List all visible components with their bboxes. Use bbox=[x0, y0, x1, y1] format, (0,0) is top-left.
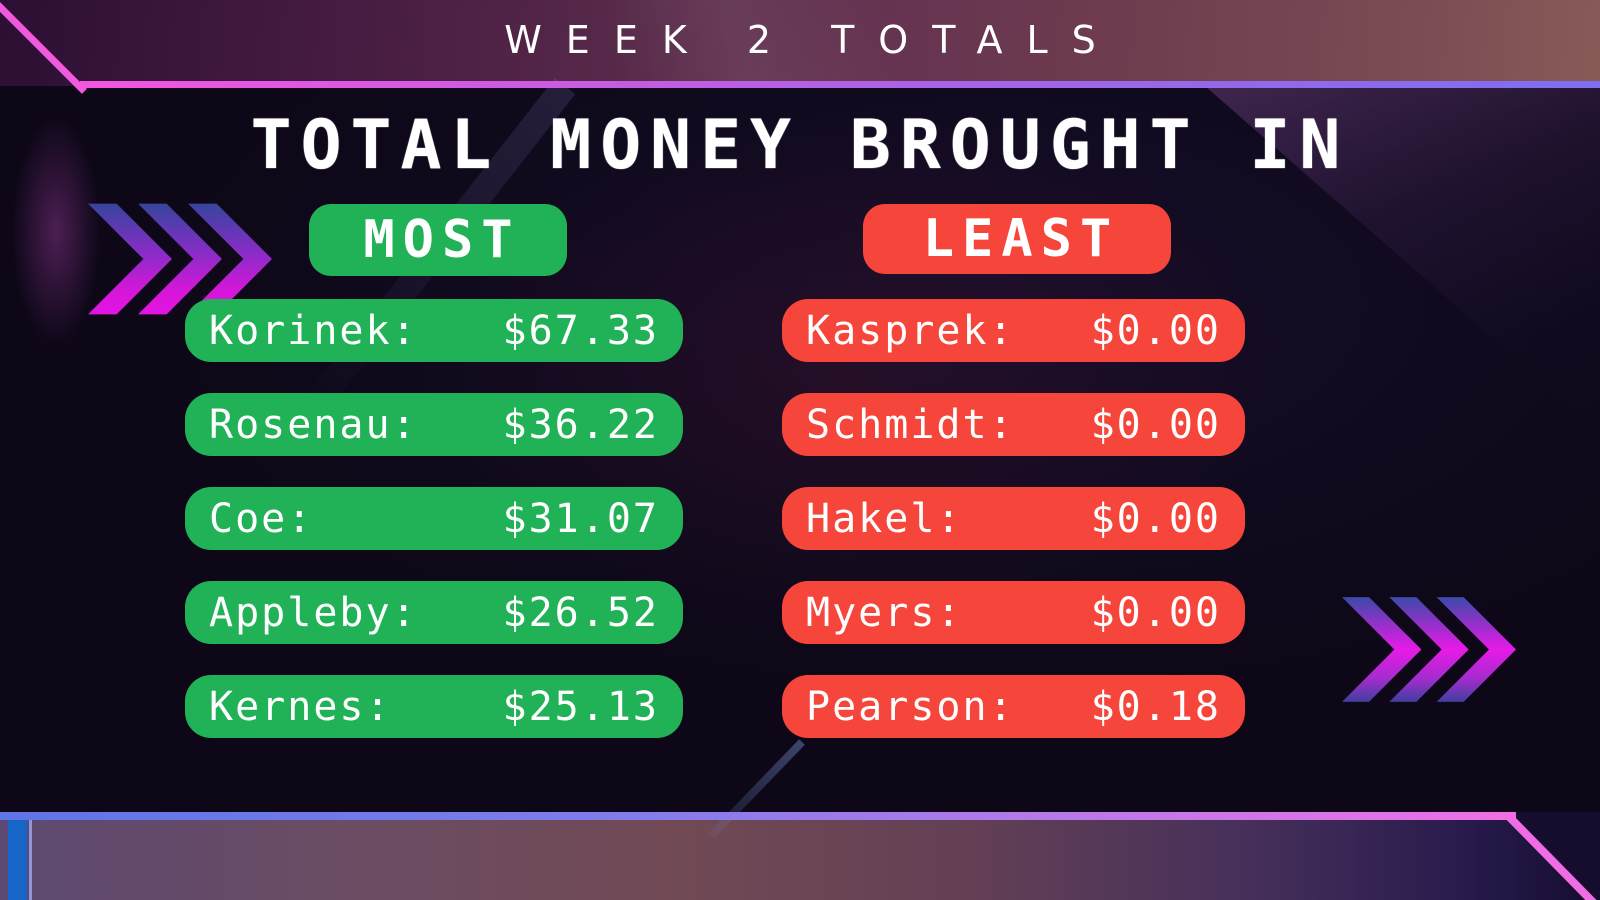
page-title: TOTAL MONEY BROUGHT IN bbox=[250, 106, 1350, 185]
amount-value: $25.13 bbox=[502, 683, 659, 730]
bottom-photo-band bbox=[0, 812, 1600, 900]
most-row: Coe: $31.07 bbox=[185, 487, 683, 550]
student-name: Pearson: bbox=[806, 683, 1015, 730]
amount-value: $36.22 bbox=[502, 401, 659, 448]
most-row: Appleby: $26.52 bbox=[185, 581, 683, 644]
amount-value: $0.00 bbox=[1090, 307, 1221, 354]
least-column-header-badge: LEAST bbox=[863, 204, 1171, 274]
student-name: Hakel: bbox=[806, 495, 963, 542]
student-name: Myers: bbox=[806, 589, 963, 636]
least-row: Pearson: $0.18 bbox=[782, 675, 1245, 738]
top-neon-border bbox=[80, 81, 1600, 88]
amount-value: $67.33 bbox=[502, 307, 659, 354]
student-name: Schmidt: bbox=[806, 401, 1015, 448]
triple-chevron-right-icon bbox=[88, 203, 272, 315]
bottom-left-accent-line bbox=[29, 820, 32, 900]
student-name: Kasprek: bbox=[806, 307, 1015, 354]
least-row: Schmidt: $0.00 bbox=[782, 393, 1245, 456]
amount-value: $0.18 bbox=[1090, 683, 1221, 730]
amount-value: $26.52 bbox=[502, 589, 659, 636]
amount-value: $0.00 bbox=[1090, 495, 1221, 542]
most-row: Korinek: $67.33 bbox=[185, 299, 683, 362]
student-name: Appleby: bbox=[209, 589, 418, 636]
amount-value: $0.00 bbox=[1090, 401, 1221, 448]
bottom-neon-border bbox=[0, 812, 1516, 820]
student-name: Rosenau: bbox=[209, 401, 418, 448]
amount-value: $0.00 bbox=[1090, 589, 1221, 636]
most-row: Rosenau: $36.22 bbox=[185, 393, 683, 456]
student-name: Kernes: bbox=[209, 683, 392, 730]
least-row: Myers: $0.00 bbox=[782, 581, 1245, 644]
amount-value: $31.07 bbox=[502, 495, 659, 542]
triple-chevron-right-icon bbox=[1342, 597, 1516, 702]
bottom-left-blue-bar bbox=[8, 820, 27, 900]
student-name: Coe: bbox=[209, 495, 314, 542]
top-photo-band bbox=[0, 0, 1600, 86]
most-column-header-badge: MOST bbox=[309, 204, 567, 276]
week-header: WEEK 2 TOTALS bbox=[504, 18, 1120, 62]
student-name: Korinek: bbox=[209, 307, 418, 354]
most-row: Kernes: $25.13 bbox=[185, 675, 683, 738]
least-row: Kasprek: $0.00 bbox=[782, 299, 1245, 362]
least-row: Hakel: $0.00 bbox=[782, 487, 1245, 550]
